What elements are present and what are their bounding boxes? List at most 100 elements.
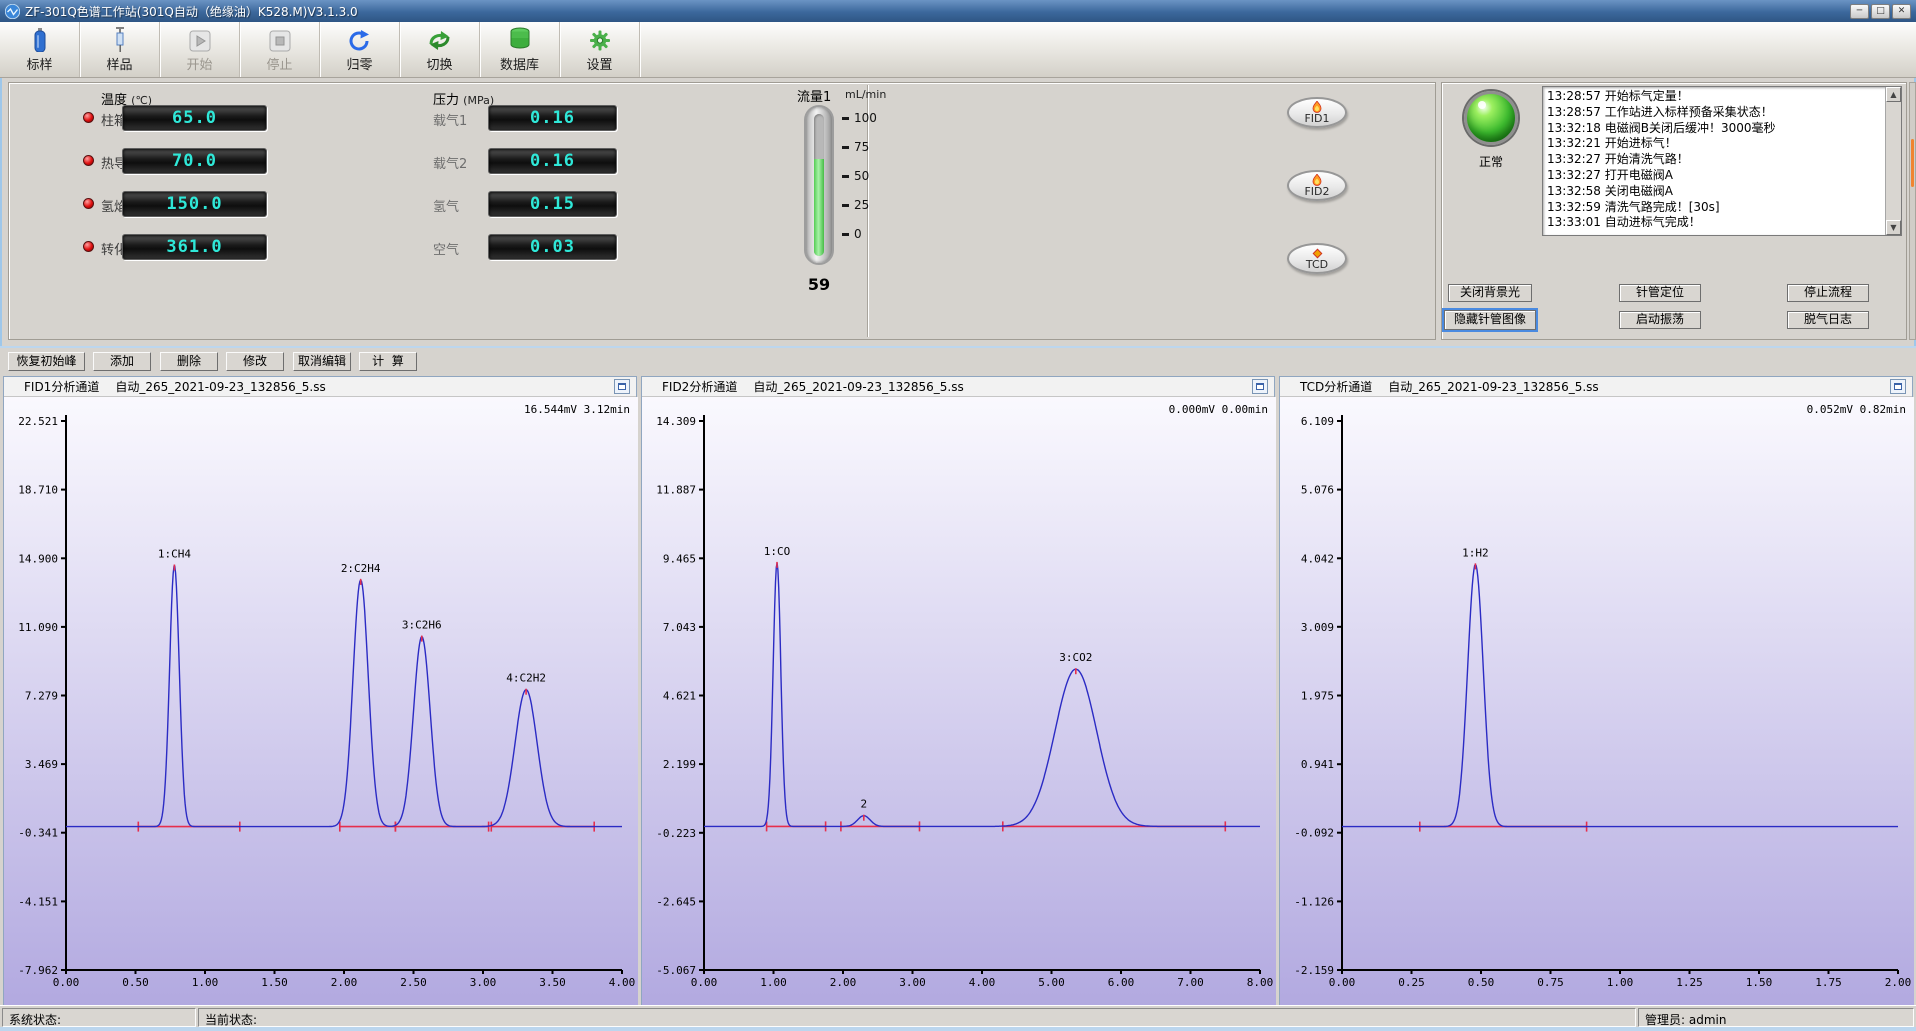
- chart-maximize-icon[interactable]: [1890, 379, 1906, 394]
- fid1-detector-button[interactable]: FID1: [1287, 97, 1347, 128]
- svg-text:4.00: 4.00: [609, 976, 636, 989]
- main-toolbar: 标样 样品 开始 停止 归零: [0, 22, 1916, 78]
- status-light-label: 正常: [1478, 155, 1503, 169]
- calculate-button[interactable]: 计 算: [359, 352, 417, 371]
- tick-dash: [842, 204, 849, 207]
- tcd-detector-button[interactable]: TCD: [1287, 243, 1347, 274]
- svg-text:3.00: 3.00: [899, 976, 926, 989]
- toolbar-label: 数据库: [499, 57, 539, 73]
- temperature-row-label: 热导: [101, 157, 128, 172]
- maximize-button[interactable]: □: [1871, 3, 1890, 19]
- restore-initial-peaks-button[interactable]: 恢复初始峰: [8, 352, 85, 371]
- needle-position-button[interactable]: 针管定位: [1619, 284, 1701, 302]
- side-scrollbar-thumb[interactable]: [1911, 139, 1914, 187]
- fid2-chromatogram-plot[interactable]: 0.000mV 0.00min 14.309 11.887 9.465 7.043 4.6…: [642, 397, 1276, 1006]
- pressure-row-label: 载气1: [433, 114, 468, 129]
- add-peak-button[interactable]: 添加: [93, 352, 151, 371]
- gas-cylinder-icon: [34, 27, 46, 52]
- charts-region: 恢复初始峰 添加 删除 修改 取消编辑 计 算 FID1分析通道 自动_265_…: [0, 346, 1916, 1006]
- toolbar-label: 停止: [266, 57, 293, 73]
- flow-scale-tick: 100: [842, 111, 877, 125]
- svg-text:7.279: 7.279: [25, 690, 58, 703]
- modify-peak-button[interactable]: 修改: [226, 352, 284, 371]
- svg-text:5.076: 5.076: [1301, 484, 1334, 497]
- run-status-panel: 正常 13:28:57 开始标气定量！ 13:28:57 工作站进入标样预备采集…: [1441, 82, 1907, 340]
- scroll-down-icon[interactable]: ▼: [1886, 220, 1901, 235]
- toolbar-stop-button[interactable]: 停止: [240, 22, 320, 77]
- stop-process-button[interactable]: 停止流程: [1787, 284, 1869, 302]
- event-log[interactable]: 13:28:57 开始标气定量！ 13:28:57 工作站进入标样预备采集状态！…: [1542, 86, 1902, 236]
- svg-text:6.109: 6.109: [1301, 415, 1334, 428]
- start-oscillation-button[interactable]: 启动振荡: [1619, 311, 1701, 329]
- log-line: 13:32:21 开始进标气！: [1547, 136, 1677, 151]
- svg-text:16.544mV 3.12min: 16.544mV 3.12min: [524, 403, 630, 416]
- diamond-icon: [1312, 248, 1322, 258]
- chart-title: FID1分析通道: [24, 380, 100, 394]
- tcd-chromatogram-plot[interactable]: 0.052mV 0.82min 6.109 5.076 4.042 3.009 1.975…: [1280, 397, 1914, 1006]
- log-scrollbar[interactable]: ▲ ▼: [1885, 87, 1901, 235]
- svg-text:1.50: 1.50: [1746, 976, 1773, 989]
- side-scrollbar[interactable]: [1909, 82, 1916, 340]
- window-controls: ─ □ ✕: [1850, 3, 1911, 19]
- toolbar-switch-button[interactable]: 切换: [400, 22, 480, 77]
- converter-led-indicator: [83, 241, 94, 252]
- degas-log-button[interactable]: 脱气日志: [1787, 311, 1869, 329]
- admin-user-cell: 管理员: admin: [1638, 1008, 1914, 1027]
- chart-maximize-icon[interactable]: [1252, 379, 1268, 394]
- toolbar-zero-button[interactable]: 归零: [320, 22, 400, 77]
- svg-text:8.00: 8.00: [1247, 976, 1274, 989]
- tcd-temperature-display: 70.0: [122, 148, 267, 174]
- svg-text:18.710: 18.710: [18, 484, 58, 497]
- log-line: 13:32:18 电磁阀B关闭后缓冲！3000毫秒: [1547, 120, 1776, 135]
- hide-needle-image-button[interactable]: 隐藏针管图像: [1444, 310, 1536, 330]
- close-backlight-button[interactable]: 关闭背景光: [1448, 284, 1532, 302]
- tick-dash: [842, 175, 849, 178]
- fid2-detector-button[interactable]: FID2: [1287, 170, 1347, 201]
- fid1-chromatogram-plot[interactable]: 16.544mV 3.12min 22.521 18.710 14.900 11.090…: [4, 397, 638, 1006]
- close-button[interactable]: ✕: [1892, 3, 1911, 19]
- svg-text:2.00: 2.00: [830, 976, 857, 989]
- svg-text:14.309: 14.309: [656, 415, 696, 428]
- svg-text:6.00: 6.00: [1108, 976, 1135, 989]
- svg-text:7.043: 7.043: [663, 621, 696, 634]
- pressure-unit: (MPa): [463, 94, 495, 107]
- toolbar-label: 设置: [586, 57, 613, 73]
- tick-dash: [842, 233, 849, 236]
- svg-text:14.900: 14.900: [18, 552, 58, 565]
- svg-text:22.521: 22.521: [18, 415, 58, 428]
- chart-maximize-icon[interactable]: [614, 379, 630, 394]
- cancel-edit-button[interactable]: 取消编辑: [293, 352, 351, 371]
- window-title: ZF-301Q色谱工作站(301Q自动（绝缘油）K528.M)V3.1.3.0: [25, 4, 358, 19]
- minimize-button[interactable]: ─: [1850, 3, 1869, 19]
- temperature-group-title: 温度 (℃): [101, 93, 153, 108]
- svg-text:-1.126: -1.126: [1294, 895, 1334, 908]
- svg-text:1:CO: 1:CO: [764, 545, 791, 558]
- svg-text:1.975: 1.975: [1301, 690, 1334, 703]
- chart-filename: 自动_265_2021-09-23_132856_5.ss: [115, 380, 326, 394]
- toolbar-standard-sample-button[interactable]: 标样: [0, 22, 80, 77]
- tcd-chart-panel: TCD分析通道 自动_265_2021-09-23_132856_5.ss 0.…: [1279, 376, 1914, 1006]
- event-log-lines: 13:28:57 开始标气定量！ 13:28:57 工作站进入标样预备采集状态！…: [1543, 87, 1885, 235]
- toolbar-settings-button[interactable]: 设置: [560, 22, 640, 77]
- svg-text:-2.645: -2.645: [656, 895, 696, 908]
- tick-dash: [842, 117, 849, 120]
- flow-scale-tick: 25: [842, 198, 869, 212]
- svg-text:-7.962: -7.962: [18, 964, 58, 977]
- flow-unit: mL/min: [845, 88, 887, 101]
- svg-text:5.00: 5.00: [1038, 976, 1065, 989]
- toolbar-sample-button[interactable]: 样品: [80, 22, 160, 77]
- svg-text:0.941: 0.941: [1301, 758, 1334, 771]
- svg-text:7.00: 7.00: [1177, 976, 1204, 989]
- svg-text:1:H2: 1:H2: [1462, 546, 1489, 559]
- svg-text:0.00: 0.00: [53, 976, 80, 989]
- converter-temperature-display: 361.0: [122, 234, 267, 260]
- svg-text:3.469: 3.469: [25, 758, 58, 771]
- toolbar-database-button[interactable]: 数据库: [480, 22, 560, 77]
- svg-text:4.00: 4.00: [969, 976, 996, 989]
- delete-peak-button[interactable]: 删除: [160, 352, 218, 371]
- svg-text:1:CH4: 1:CH4: [158, 548, 191, 561]
- svg-text:3:CO2: 3:CO2: [1059, 651, 1092, 664]
- toolbar-start-button[interactable]: 开始: [160, 22, 240, 77]
- scroll-up-icon[interactable]: ▲: [1886, 87, 1901, 102]
